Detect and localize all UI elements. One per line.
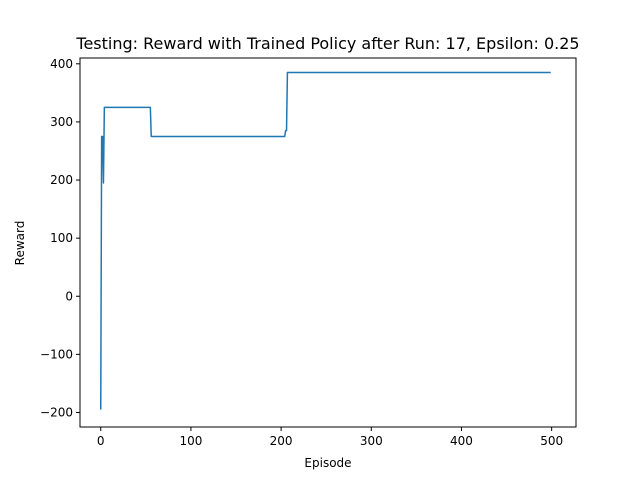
x-tick-label: 100 (179, 434, 202, 448)
y-tick-label: 200 (50, 173, 73, 187)
y-tick-label: 400 (50, 57, 73, 71)
x-tick-label: 0 (97, 434, 105, 448)
chart-title: Testing: Reward with Trained Policy afte… (75, 34, 579, 53)
y-tick-label: 0 (65, 289, 73, 303)
x-tick-label: 200 (270, 434, 293, 448)
y-tick-label: −200 (40, 405, 73, 419)
y-axis-label: Reward (13, 221, 27, 266)
y-tick-label: 100 (50, 231, 73, 245)
x-axis-ticks: 0 100 200 300 400 500 (97, 427, 563, 448)
y-tick-label: −100 (40, 347, 73, 361)
reward-series-line (99, 71, 551, 410)
x-tick-label: 300 (360, 434, 383, 448)
x-axis-label: Episode (304, 456, 351, 470)
y-tick-label: 300 (50, 115, 73, 129)
plot-area (99, 71, 551, 410)
x-tick-label: 400 (450, 434, 473, 448)
x-tick-label: 500 (540, 434, 563, 448)
axes-frame (79, 57, 577, 428)
y-axis-ticks: −200 −100 0 100 200 300 400 (40, 57, 80, 419)
